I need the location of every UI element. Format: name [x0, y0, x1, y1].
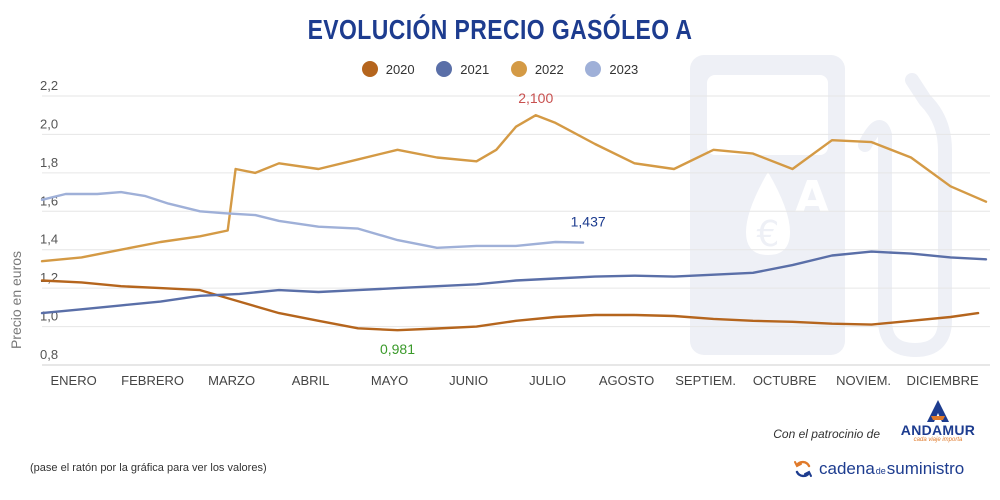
cadena-de-word: de: [875, 466, 886, 476]
x-tick-label: OCTUBRE: [753, 373, 817, 388]
annotation-label: 0,981: [380, 341, 415, 357]
gridlines: [42, 95, 990, 366]
x-tick-label: JUNIO: [449, 373, 488, 388]
legend: 2020 2021 2022 2023: [0, 61, 1000, 80]
legend-item-2020[interactable]: 2020: [361, 61, 415, 77]
andamur-name: ANDAMUR: [900, 422, 976, 438]
legend-dot-2020: [361, 61, 378, 77]
pump-nozzle: [858, 73, 952, 358]
fuel-pump-euro-icon: € A: [690, 55, 952, 358]
series-line-2020[interactable]: [40, 279, 980, 332]
cadena-refresh-icon: [794, 460, 812, 478]
pump-drop: [746, 172, 790, 255]
legend-item-2022[interactable]: 2022: [510, 61, 564, 77]
y-tick-label: 2,0: [40, 116, 58, 131]
annotation-label: 2,100: [518, 90, 553, 106]
y-tick-label: 1,4: [40, 232, 58, 247]
legend-dot-2023: [585, 61, 602, 77]
y-axis-title: Precio en euros: [8, 250, 24, 350]
series-line-2023[interactable]: [40, 190, 585, 250]
sponsor-text: Con el patrocinio de: [773, 427, 880, 441]
andamur-logo[interactable]: ANDAMUR cada viaje importa: [895, 398, 981, 444]
x-tick-label: AGOSTO: [599, 373, 654, 388]
hover-hint: (pase el ratón por la gráfica para ver l…: [30, 462, 267, 474]
legend-label-2021: 2021: [460, 61, 490, 77]
x-axis: ENERO FEBRERO MARZO ABRIL MAYO JUNIO JULIO AGOS…: [50, 373, 979, 388]
y-tick-label: 1,8: [40, 155, 58, 170]
legend-item-2023[interactable]: 2023: [585, 61, 638, 77]
x-tick-label: SEPTIEM.: [675, 373, 736, 388]
pump-screen: [707, 75, 828, 155]
series-lines: [40, 113, 988, 332]
x-tick-label: ABRIL: [292, 373, 330, 388]
y-tick-label: 2,2: [40, 78, 58, 93]
x-tick-label: MARZO: [208, 373, 255, 388]
chart-title: EVOLUCIÓN PRECIO GASÓLEO A: [307, 14, 693, 45]
cadena-suministro-logo[interactable]: cadena de suministro: [793, 457, 964, 481]
series-line-2021[interactable]: [40, 250, 988, 315]
legend-dot-2022: [510, 61, 527, 77]
x-tick-label: MAYO: [371, 373, 408, 388]
y-tick-label: 0,8: [40, 347, 58, 362]
x-tick-label: DICIEMBRE: [906, 373, 979, 388]
x-tick-label: ENERO: [50, 373, 96, 388]
x-tick-label: JULIO: [529, 373, 566, 388]
y-axis-title-wrap: Precio en euros: [6, 230, 26, 370]
y-axis: 0,81,01,21,41,61,82,02,2: [40, 78, 58, 362]
legend-dot-2021: [436, 61, 453, 77]
legend-label-2022: 2022: [534, 61, 564, 77]
annotation-label: 1,437: [571, 214, 606, 230]
pump-letter-glyph: A: [795, 172, 829, 223]
suministro-word: suministro: [886, 459, 965, 478]
legend-label-2023: 2023: [609, 61, 639, 77]
x-tick-label: NOVIEM.: [836, 373, 891, 388]
y-tick-label: 1,2: [40, 270, 58, 285]
x-tick-label: FEBRERO: [121, 373, 184, 388]
andamur-tagline: cada viaje importa: [913, 437, 963, 443]
series-line-2022[interactable]: [40, 113, 988, 263]
andamur-a-icon: [927, 400, 949, 422]
legend-label-2020: 2020: [385, 61, 415, 77]
pump-euro-glyph: €: [757, 214, 780, 255]
annotations: 2,100 1,437 0,981: [380, 90, 606, 357]
cadena-word: cadena: [819, 459, 875, 478]
legend-item-2021[interactable]: 2021: [436, 61, 489, 77]
